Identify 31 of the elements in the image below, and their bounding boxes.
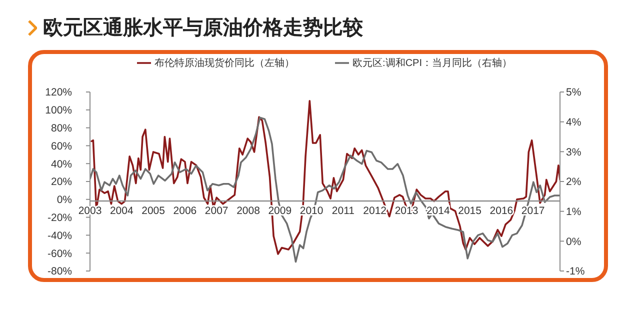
y-tick-label: 120%	[45, 86, 72, 99]
x-tick-label: 2012	[363, 205, 387, 217]
y2-tick-label: 4%	[566, 116, 582, 129]
x-tick-label: 2016	[490, 205, 514, 217]
legend-label: 布伦特原油现货价同比（左轴）	[154, 58, 295, 69]
x-tick-label: 2011	[332, 205, 355, 217]
x-tick-label: 2005	[142, 205, 166, 217]
y2-tick-label: 5%	[566, 86, 582, 99]
y-tick-label: 40%	[50, 158, 72, 170]
y-tick-label: 80%	[50, 122, 72, 135]
y-tick-label: -40%	[47, 230, 72, 242]
x-tick-label: 2008	[236, 205, 260, 217]
x-tick-label: 2006	[173, 205, 197, 217]
x-tick-label: 2014	[426, 205, 450, 217]
y-tick-label: -60%	[47, 248, 72, 260]
legend-label: 欧元区:调和CPI：当月同比（右轴）	[352, 58, 512, 69]
y2-tick-label: 0%	[566, 236, 582, 248]
y-tick-label: 20%	[50, 176, 72, 188]
x-tick-label: 2015	[458, 205, 482, 217]
y-tick-label: -80%	[47, 266, 72, 278]
y-tick-label: 60%	[50, 140, 72, 152]
chart-title: 欧元区通胀水平与原油价格走势比较	[43, 16, 363, 41]
y2-tick-label: -1%	[566, 266, 585, 278]
y-tick-label: -20%	[47, 212, 72, 224]
y2-tick-label: 3%	[566, 146, 582, 158]
y2-tick-label: 1%	[566, 206, 582, 218]
x-tick-label: 2004	[110, 205, 134, 217]
y2-tick-label: 2%	[566, 176, 582, 188]
y-tick-label: 0%	[56, 194, 72, 206]
y-tick-label: 100%	[45, 104, 72, 117]
x-tick-label: 2007	[204, 205, 228, 217]
